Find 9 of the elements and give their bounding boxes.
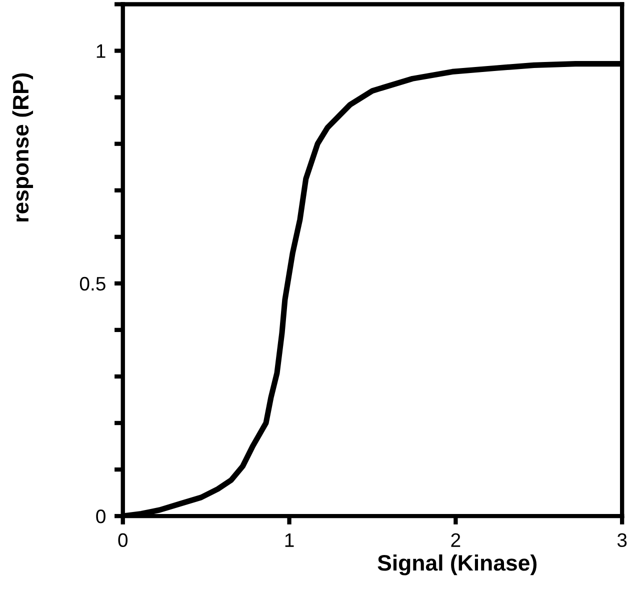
y-axis-title: response (RP) (12, 73, 34, 222)
x-tick-label: 1 (285, 533, 294, 547)
y-tick-label: 0 (96, 510, 106, 524)
x-tick-label: 3 (617, 533, 627, 548)
y-tick-label: 1 (96, 44, 106, 58)
x-tick-label: 2 (451, 533, 460, 547)
x-tick-label: 0 (118, 533, 128, 548)
x-axis-title: Signal (Kinase) (378, 554, 537, 576)
y-tick-label: 0.5 (80, 276, 106, 291)
